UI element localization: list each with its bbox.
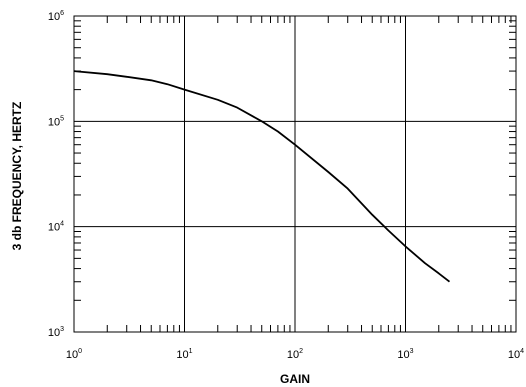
series-line: [73, 70, 451, 283]
y-tick-label: 104: [48, 221, 64, 234]
y-tick-label: 105: [48, 115, 64, 128]
x-tick-label: 100: [66, 348, 82, 361]
y-tick-labels: 103 104 105 106: [48, 10, 64, 339]
x-tick-label: 101: [176, 348, 192, 361]
y-tick-label: 106: [48, 10, 64, 23]
x-tick-labels: 100 101 102 103 104: [66, 348, 524, 361]
plot-frame: [73, 15, 517, 333]
x-tick-label: 102: [287, 348, 303, 361]
x-tick-label: 103: [397, 348, 413, 361]
grid: [74, 16, 516, 332]
x-tick-label: 104: [508, 348, 524, 361]
x-axis-title: GAIN: [280, 372, 310, 386]
y-tick-label: 103: [48, 326, 64, 339]
curves: [73, 70, 451, 283]
y-axis-title: 3 db FREQUENCY, HERTZ: [10, 102, 24, 251]
